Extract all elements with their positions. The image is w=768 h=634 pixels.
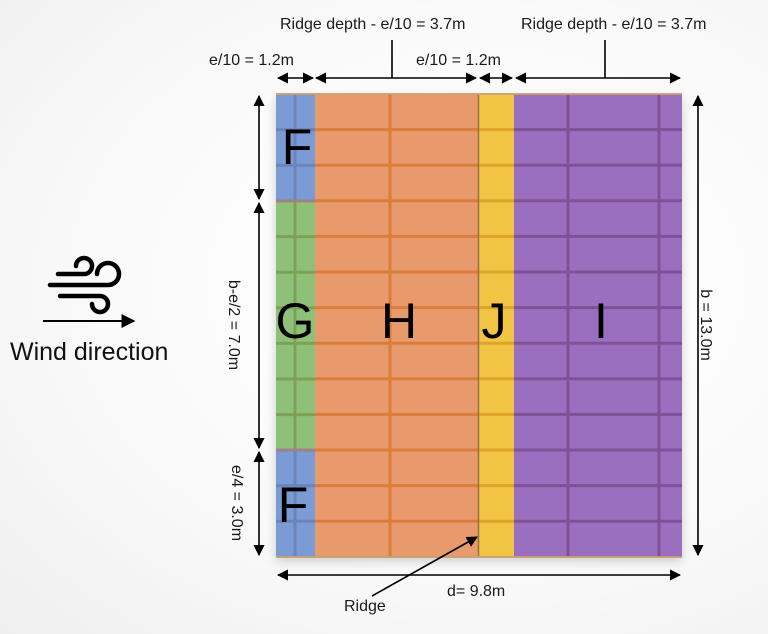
dim-label-b: b = 13.0m: [696, 289, 714, 361]
zone-label-J: J: [481, 293, 507, 349]
roof-zones: [276, 94, 682, 557]
wind-icon: [47, 255, 122, 315]
roof-seams: [276, 93, 682, 558]
dim-label-d: d= 9.8m: [447, 583, 506, 600]
zone-J: [478, 94, 514, 557]
zone-label-I: I: [594, 293, 608, 349]
dim-label-e10-mid: e/10 = 1.2m: [416, 52, 501, 69]
zone-label-G: G: [275, 293, 315, 349]
zone-label-F-top: F: [281, 119, 313, 175]
dim-label-ridge-depth-right: Ridge depth - e/10 = 3.7m: [521, 16, 707, 33]
dimension-lines: [43, 40, 704, 597]
wind-direction-label: Wind direction: [10, 338, 169, 366]
zone-label-F-bottom: F: [277, 477, 309, 533]
dim-label-e10-left: e/10 = 1.2m: [209, 52, 294, 69]
dim-label-e4: e/4 = 3.0m: [228, 464, 246, 542]
ridge-pointer-arrow: [371, 536, 478, 597]
dim-label-ridge-depth-left: Ridge depth - e/10 = 3.7m: [280, 16, 466, 33]
zone-H: [315, 94, 478, 557]
dim-label-b-minus-e2: b-e/2 = 7.0m: [225, 279, 243, 371]
ridge-annotation: Ridge: [344, 598, 386, 615]
zone-label-H: H: [380, 293, 418, 349]
zone-I: [514, 94, 682, 557]
